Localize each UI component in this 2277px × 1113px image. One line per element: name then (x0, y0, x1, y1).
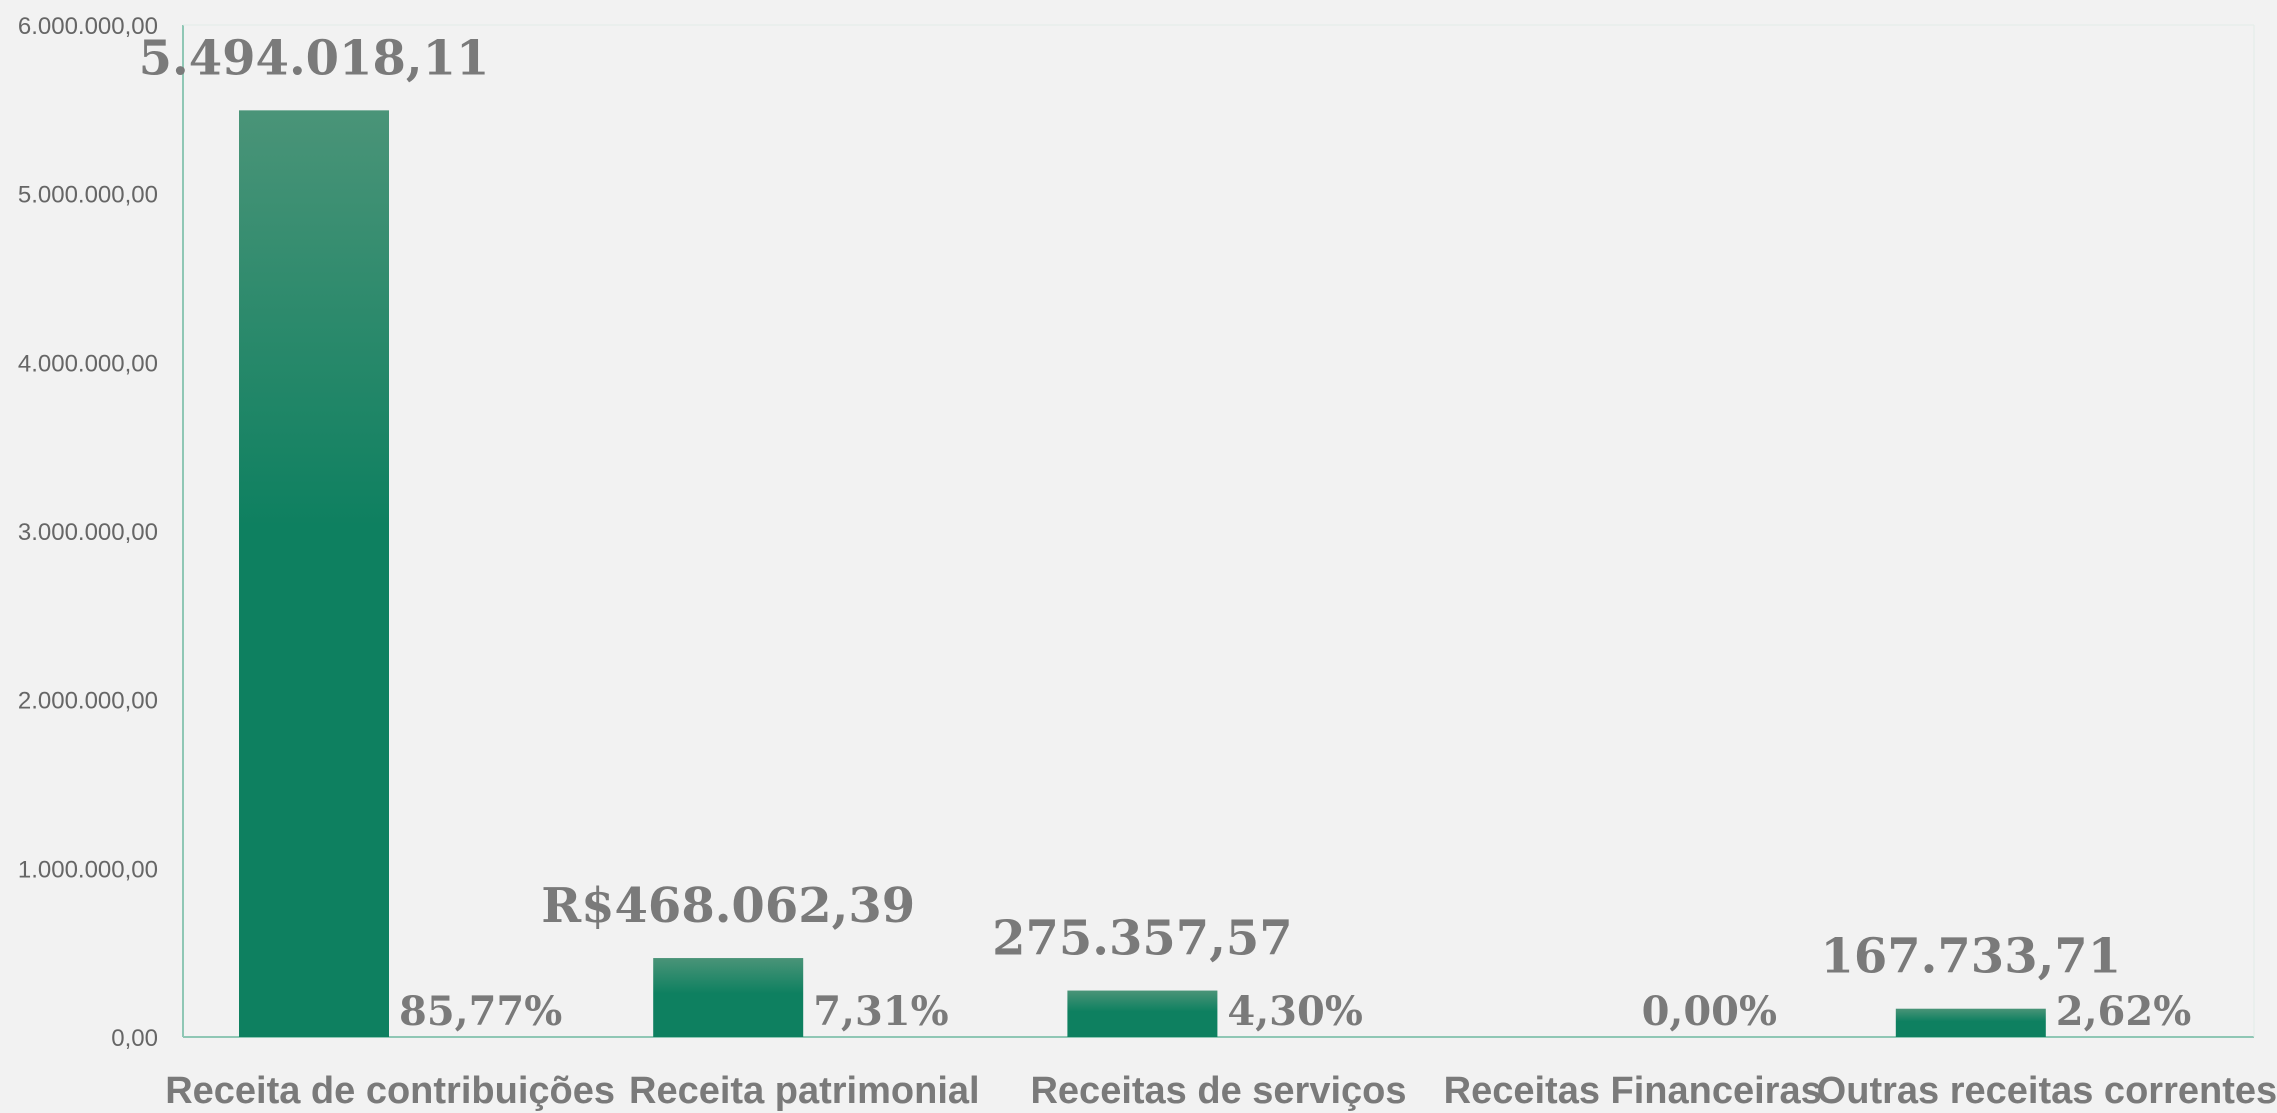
bar (1895, 1008, 2046, 1037)
y-axis-ticks: 0,00 1.000.000,00 2.000.000,00 3.000.000,00… (18, 13, 158, 1052)
y-tick-label: 6.000.000,00 (18, 13, 158, 40)
data-labels: 5.494.018,11 85,77% R$468.062,39 7,31% 275.3… (139, 30, 2192, 1035)
percent-label: 7,31% (813, 988, 948, 1035)
x-category-label: Outras receitas correntes (1817, 1070, 2277, 1112)
percent-label: 85,77% (399, 988, 562, 1035)
y-tick-label: 5.000.000,00 (18, 182, 158, 209)
percent-label: 0,00% (1642, 988, 1777, 1035)
percent-label: 2,62% (2056, 988, 2191, 1035)
y-tick-label: 3.000.000,00 (18, 519, 158, 546)
bars (239, 110, 2046, 1037)
bar (653, 958, 804, 1037)
x-axis-categories: Receita de contribuições Receita patrimon… (165, 1070, 2277, 1112)
value-label: R$468.062,39 (541, 878, 915, 934)
value-label: 275.357,57 (992, 911, 1293, 967)
x-category-label: Receita de contribuições (165, 1070, 615, 1112)
y-tick-label: 0,00 (111, 1025, 158, 1052)
value-label: 167.733,71 (1820, 929, 2121, 985)
y-tick-label: 2.000.000,00 (18, 688, 158, 715)
percent-label: 4,30% (1227, 988, 1362, 1035)
x-category-label: Receitas de serviços (1030, 1070, 1406, 1112)
bar (239, 110, 389, 1037)
value-label: 5.494.018,11 (139, 30, 490, 86)
y-tick-label: 1.000.000,00 (18, 856, 158, 883)
bar (1067, 990, 1218, 1037)
x-category-label: Receitas Financeiras (1444, 1070, 1822, 1112)
y-tick-label: 4.000.000,00 (18, 350, 158, 377)
x-category-label: Receita patrimonial (629, 1070, 980, 1112)
chart-axes (182, 24, 2255, 1038)
